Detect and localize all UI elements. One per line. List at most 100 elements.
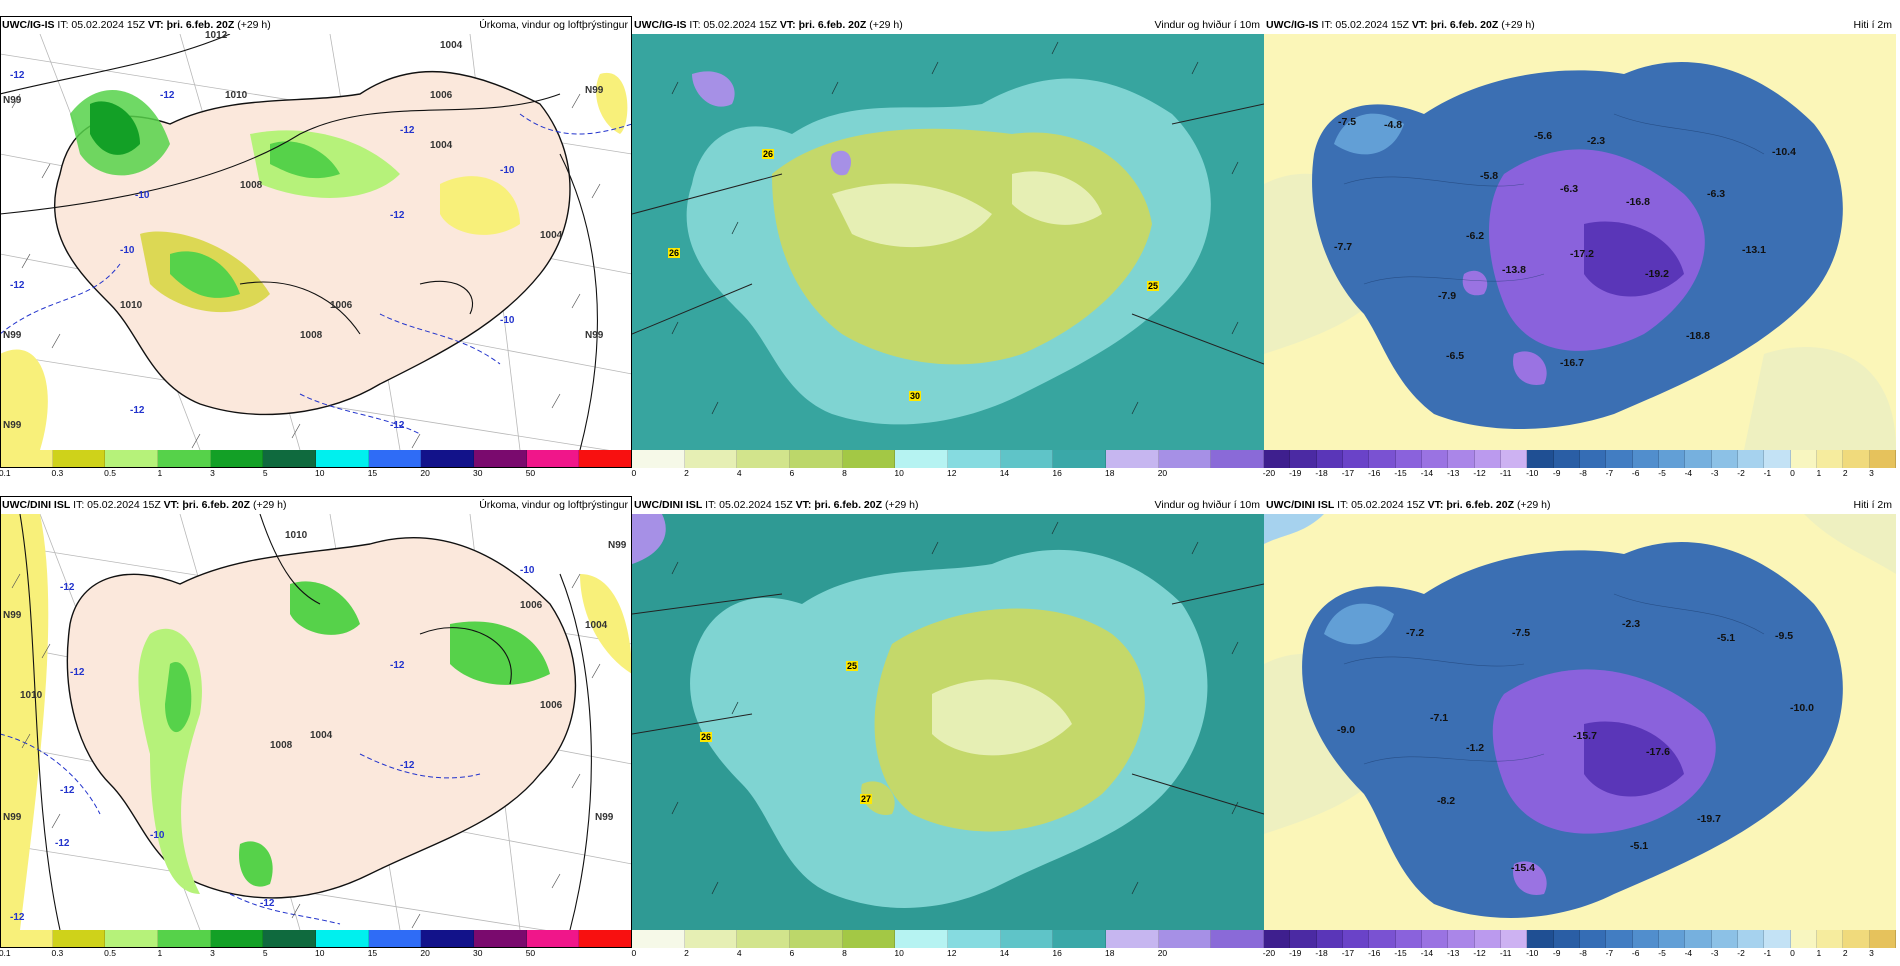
colorbar-label: -6 (1631, 468, 1640, 478)
colorbar-label: 20 (420, 468, 430, 478)
colorbar-label: -12 (1473, 468, 1486, 478)
temperature-contour-label: -10 (150, 830, 165, 841)
colorbar-swatch (948, 450, 1001, 468)
panel-header: UWC/IG-IS IT: 05.02.2024 15Z VT: þri. 6.… (1264, 16, 1896, 34)
colorbar-swatch (1816, 930, 1844, 948)
panel-title: Hiti í 2m (1853, 499, 1892, 511)
colorbar-swatch (316, 450, 369, 468)
temperature-contour-label: -12 (55, 838, 70, 849)
colorbar-swatch (1632, 930, 1659, 948)
colorbar-label: 10 (894, 468, 904, 478)
gust-max-label: 27 (860, 794, 873, 804)
colorbar-swatch (1711, 930, 1738, 948)
isobar-label: 1006 (540, 700, 563, 711)
colorbar-label: -18 (1315, 468, 1328, 478)
isobar-label: 1010 (20, 690, 43, 701)
gust-max-label: 26 (700, 732, 713, 742)
colorbar-swatch (842, 930, 896, 948)
init-time: IT: 05.02.2024 15Z (689, 19, 777, 31)
temperature-contour-label: -12 (390, 660, 405, 671)
temperature-value-label: -1.2 (1466, 742, 1485, 754)
colorbar-swatch (1606, 930, 1633, 948)
lead-time: (+29 h) (1501, 19, 1535, 31)
colorbar-label: 2 (684, 468, 689, 478)
colorbar-swatch (158, 450, 211, 468)
lead-time: (+29 h) (869, 19, 903, 31)
temp-colorbar (1264, 930, 1896, 948)
colorbar-label: -8 (1579, 468, 1587, 478)
temperature-value-label: -17.6 (1646, 746, 1670, 758)
colorbar-label: 15 (367, 468, 378, 478)
temperature-value-label: -6.3 (1707, 188, 1726, 200)
colorbar-swatch (1843, 930, 1870, 948)
colorbar-label: 16 (1052, 468, 1062, 478)
precip-colorbar (0, 930, 633, 948)
colorbar-swatch (790, 450, 843, 468)
colorbar-swatch (737, 930, 791, 948)
temperature-value-label: -2.3 (1587, 135, 1606, 147)
colorbar-swatch (1342, 930, 1370, 948)
precip-colorbar-labels: 0.1 0.3 0.5 1 3 5 10 15 20 30 50 (0, 468, 632, 480)
colorbar-swatch (52, 450, 106, 468)
colorbar-swatch (1764, 930, 1791, 948)
gust-max-label: 26 (762, 149, 775, 159)
colorbar-label: -3 (1710, 468, 1719, 478)
colorbar-swatch (1000, 930, 1054, 948)
temperature-value-label: -8.2 (1437, 795, 1456, 807)
colorbar-swatch (1342, 450, 1370, 468)
colorbar-label: -17 (1341, 468, 1355, 478)
temperature-value-label: -19.2 (1645, 268, 1669, 280)
temperature-value-label: -5.6 (1534, 130, 1553, 142)
colorbar-label: 14 (999, 468, 1010, 478)
colorbar-swatch (1579, 450, 1607, 468)
panel-ig-temp: UWC/IG-IS IT: 05.02.2024 15Z VT: þri. 6.… (1262, 16, 1896, 486)
temperature-value-label: -7.5 (1512, 627, 1531, 639)
colorbar-label: -9 (1552, 468, 1561, 478)
temperature-value-label: -13.8 (1502, 264, 1526, 276)
colorbar-swatch (1053, 930, 1107, 948)
temperature-value-label: -5.1 (1630, 840, 1649, 852)
colorbar-swatch (1737, 450, 1765, 468)
panel-title: Hiti í 2m (1853, 19, 1892, 31)
panel-ig-wind: UWC/IG-IS IT: 05.02.2024 15Z VT: þri. 6.… (632, 16, 1265, 486)
temp-map (1264, 34, 1896, 450)
colorbar-swatch (1553, 450, 1580, 468)
panel-title: Úrkoma, vindur og loftþrýstingur (479, 499, 628, 511)
colorbar-swatch (1369, 930, 1396, 948)
colorbar-swatch (1843, 450, 1870, 468)
valid-time: VT: þri. 6.feb. 20Z (779, 19, 867, 31)
colorbar-label: 1 (157, 468, 163, 478)
colorbar-label: -20 (1262, 468, 1276, 478)
colorbar-swatch (1869, 450, 1896, 468)
panel-header: UWC/DINI ISL IT: 05.02.2024 15Z VT: þri.… (632, 496, 1264, 514)
colorbar-swatch (263, 930, 317, 948)
temperature-value-label: -5.1 (1717, 632, 1736, 644)
colorbar-swatch (316, 930, 369, 948)
temperature-value-label: -16.8 (1626, 196, 1650, 208)
colorbar-label: -11 (1499, 468, 1512, 478)
graticule-label: N99 (3, 420, 22, 431)
colorbar-swatch (210, 930, 264, 948)
temperature-contour-label: -12 (400, 125, 415, 136)
temperature-contour-label: -12 (390, 210, 405, 221)
colorbar-swatch (526, 450, 580, 468)
colorbar-label: 30 (473, 468, 483, 478)
isobar-label: 1004 (310, 730, 333, 741)
colorbar-label: -15 (1394, 468, 1407, 478)
colorbar-swatch (1421, 930, 1449, 948)
isobar-label: 1006 (430, 90, 453, 101)
colorbar-swatch (1448, 450, 1475, 468)
isobar-label: 1008 (270, 740, 293, 751)
colorbar-swatch (1106, 450, 1159, 468)
temperature-contour-label: -10 (500, 315, 515, 326)
lead-time: (+29 h) (237, 19, 271, 31)
panel-header: UWC/IG-IS IT: 05.02.2024 15Z VT: þri. 6.… (632, 16, 1264, 34)
colorbar-swatch (1211, 930, 1265, 948)
colorbar-swatch (474, 450, 527, 468)
colorbar-swatch (0, 930, 53, 948)
colorbar-swatch (368, 930, 422, 948)
colorbar-swatch (1421, 450, 1449, 468)
colorbar-label: 3 (210, 468, 215, 478)
wind-colorbar (632, 450, 1265, 468)
init-time: IT: 05.02.2024 15Z (705, 499, 793, 511)
